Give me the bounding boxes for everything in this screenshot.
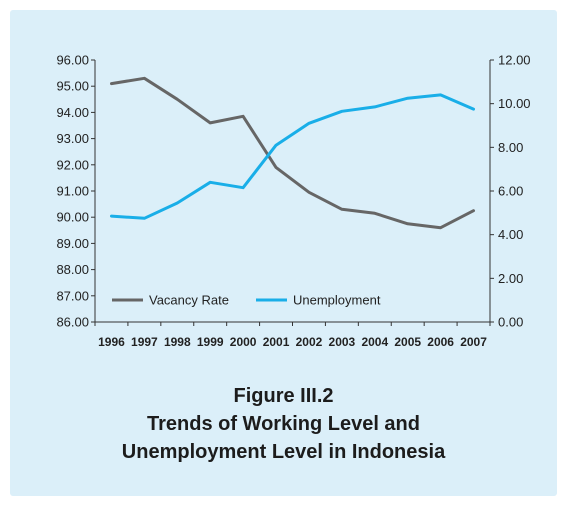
line-chart: 86.00 87.00 88.00 89.00 90.00 91.00 92.00 93.00… xyxy=(56,53,531,350)
x-axis-labels: 1996 1997 1998 1999 2000 2001 2002 2003 2004 2005… xyxy=(98,335,487,349)
y-left-tick-label: 91.00 xyxy=(56,184,89,199)
y-right-tick-label: 4.00 xyxy=(498,227,523,242)
y-left-tick-label: 95.00 xyxy=(56,79,89,94)
legend-label-vacancy-rate: Vacancy Rate xyxy=(149,293,229,308)
y-left-tick-label: 94.00 xyxy=(56,105,89,120)
x-tick-label: 2004 xyxy=(361,335,388,349)
y-left-tick-label: 93.00 xyxy=(56,131,89,146)
figure-number: Figure III.2 xyxy=(233,385,334,407)
y-left-tick-label: 86.00 xyxy=(56,315,89,330)
y-left-tick-label: 96.00 xyxy=(56,53,89,68)
y-right-tick-label: 12.00 xyxy=(498,53,531,68)
y-right-tick-label: 6.00 xyxy=(498,184,523,199)
x-tick-label: 1999 xyxy=(197,335,224,349)
y-right-tick-label: 2.00 xyxy=(498,271,523,286)
y-left-tick-label: 88.00 xyxy=(56,262,89,277)
y-left-tick-label: 92.00 xyxy=(56,157,89,172)
series-line-vacancy-rate xyxy=(110,76,475,230)
y-left-tick-label: 87.00 xyxy=(56,288,89,303)
x-tick-label: 1996 xyxy=(98,335,125,349)
y-axis-left-labels: 86.00 87.00 88.00 89.00 90.00 91.00 92.00 93.00… xyxy=(56,53,89,330)
figure-title-line-1: Trends of Working Level and xyxy=(146,413,420,435)
x-tick-label: 1998 xyxy=(164,335,191,349)
x-tick-label: 2002 xyxy=(296,335,323,349)
x-tick-label: 2003 xyxy=(329,335,356,349)
figure-title-line-2: Unemployment Level in Indonesia xyxy=(121,441,446,463)
figure-panel xyxy=(10,10,557,496)
y-right-tick-label: 10.00 xyxy=(498,96,531,111)
x-tick-label: 2001 xyxy=(263,335,290,349)
chart-series xyxy=(110,76,475,230)
x-tick-label: 2006 xyxy=(427,335,454,349)
chart-legend: Vacancy Rate Unemployment xyxy=(112,293,381,308)
x-tick-label: 1997 xyxy=(131,335,158,349)
x-tick-label: 2000 xyxy=(230,335,257,349)
y-right-tick-label: 0.00 xyxy=(498,315,523,330)
y-right-tick-label: 8.00 xyxy=(498,140,523,155)
y-axis-right-labels: 0.00 2.00 4.00 6.00 8.00 10.00 12.00 xyxy=(498,53,531,330)
series-line-unemployment xyxy=(110,93,475,220)
y-left-tick-label: 89.00 xyxy=(56,236,89,251)
x-tick-label: 2005 xyxy=(394,335,421,349)
chart-axes xyxy=(91,59,494,326)
x-tick-label: 2007 xyxy=(460,335,487,349)
legend-label-unemployment: Unemployment xyxy=(293,293,381,308)
y-left-tick-label: 90.00 xyxy=(56,210,89,225)
